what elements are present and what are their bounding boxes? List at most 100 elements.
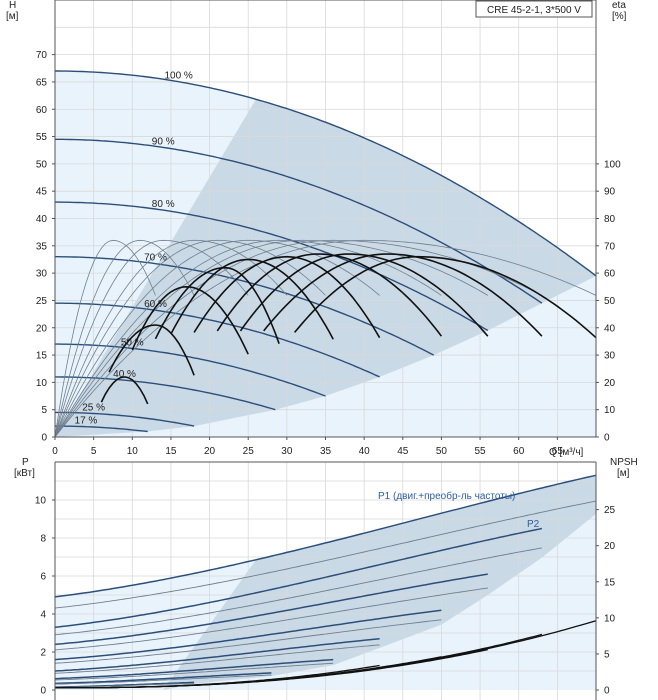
- p2-curve: [54, 662, 334, 681]
- head-tick-label: 55: [36, 132, 48, 143]
- p1-curve: [54, 527, 543, 629]
- head-tick-label: 25: [36, 296, 48, 307]
- flow-tick-label: 50: [436, 446, 448, 457]
- eta-curve-thin: [54, 239, 380, 438]
- eta-tick-label: 100: [604, 159, 621, 170]
- eta-curve-thick: [100, 376, 149, 405]
- eta-curve-thick: [131, 285, 249, 355]
- head-tick-label: 10: [36, 378, 48, 389]
- p2-curve: [54, 644, 380, 674]
- head-tick-label: 70: [36, 50, 48, 61]
- speed-label: 40 %: [113, 369, 136, 380]
- power-curves: [54, 474, 597, 688]
- p2-curve: [54, 619, 442, 664]
- npsh-tick-label: 25: [604, 505, 616, 516]
- p1-curve: [54, 672, 272, 685]
- power-y-ticks: 0 2 4 6 8 10: [35, 496, 55, 697]
- p2-curve: [54, 682, 195, 688]
- power-grid: [55, 462, 596, 700]
- npsh-tick-label: 5: [604, 649, 610, 660]
- flow-tick-label: 60: [513, 446, 525, 457]
- p1-curve: [54, 658, 334, 680]
- flow-tick-label: 65: [552, 446, 564, 457]
- eta-curve-thin: [54, 239, 195, 438]
- head-curve: [55, 302, 380, 378]
- p2-curve: [54, 547, 542, 636]
- eta-curve-thin: [54, 239, 597, 438]
- eta-tick-label: 80: [604, 214, 616, 225]
- chart-title: CRE 45-2-1, 3*500 V: [487, 5, 581, 16]
- eta-curve-thick: [293, 255, 597, 339]
- eta-curve-thin: [54, 239, 249, 438]
- head-tick-label: 35: [36, 241, 48, 252]
- p2-curve: [55, 674, 272, 685]
- npsh-tick-label: 15: [604, 577, 616, 588]
- flow-tick-label: 20: [204, 446, 216, 457]
- eta-curve-thin: [54, 239, 442, 438]
- head-curve: [55, 138, 543, 304]
- head-tick-label: 15: [36, 351, 48, 362]
- head-tick-label: 0: [41, 433, 47, 444]
- head-curve: [55, 201, 489, 332]
- flow-tick-label: 30: [281, 446, 293, 457]
- p1-curve: [54, 637, 380, 672]
- head-curve: [55, 70, 597, 277]
- title-box: [475, 0, 593, 18]
- speed-label: 25 %: [82, 402, 105, 413]
- eta-curve-thick: [263, 253, 543, 337]
- p2-series-label: P2: [527, 519, 540, 530]
- power-dark-area: [163, 475, 596, 690]
- eta-curve-thick: [154, 266, 280, 344]
- eta-tick-label: 50: [604, 296, 616, 307]
- speed-label: 17 %: [75, 416, 98, 427]
- p1-series-label: P1 (двиг.+преобр-ль частоты): [378, 490, 515, 502]
- head-curve: [55, 256, 435, 356]
- eta-curve-thick: [108, 324, 195, 376]
- head-curve: [55, 343, 326, 397]
- npsh-tick-label: 20: [604, 541, 616, 552]
- flow-tick-label: 15: [165, 446, 177, 457]
- eta-curve-thick: [216, 253, 443, 337]
- speed-label: 50 %: [121, 337, 144, 348]
- head-curve: [55, 425, 148, 433]
- flow-tick-label: 45: [397, 446, 409, 457]
- head-curves: [55, 70, 597, 433]
- npsh-curves: [55, 620, 597, 689]
- eta-curve-thick: [239, 253, 489, 337]
- flow-tick-label: 5: [91, 446, 97, 457]
- eta-axis-label: eta [%]: [612, 0, 629, 22]
- flow-axis-label: Q [м³/ч]: [549, 447, 584, 458]
- power-tick-label: 8: [40, 534, 46, 545]
- eta-tick-label: 40: [604, 323, 616, 334]
- power-tick-label: 10: [35, 496, 47, 507]
- p1-curve: [54, 573, 488, 646]
- eta-tick-label: 60: [604, 269, 616, 280]
- head-tick-label: 60: [36, 105, 48, 116]
- power-axis-label: P [кВт]: [14, 457, 35, 479]
- p2-curve: [54, 500, 597, 609]
- eta-y-ticks: 0 10 20 30 40 50 60 70 80 90 100: [596, 159, 621, 444]
- power-panel: 0 2 4 6 8 10 0 5 10 15 20 25 P [кВт] NPSH [м] P1 (…: [14, 457, 638, 700]
- p2-curve: [54, 587, 488, 651]
- speed-label: 90 %: [152, 136, 175, 147]
- eta-curve-thin: [54, 239, 489, 438]
- flow-x-ticks: 0 5 10 15 20 25 30 35 40 45 50 55 60 65: [52, 437, 563, 457]
- speed-label: 80 %: [152, 199, 175, 210]
- head-tick-label: 65: [36, 77, 48, 88]
- npsh-tick-label: 0: [604, 686, 610, 697]
- head-tick-label: 20: [36, 323, 48, 334]
- power-tick-label: 4: [40, 610, 46, 621]
- flow-tick-label: 25: [243, 446, 255, 457]
- head-tick-label: 40: [36, 214, 48, 225]
- npsh-curve: [55, 664, 380, 689]
- npsh-tick-label: 10: [604, 613, 616, 624]
- eta-tick-label: 10: [604, 405, 616, 416]
- speed-percent-labels: 100 % 90 % 80 % 70 % 60 % 50 % 40 % 25 % 17 %: [75, 71, 193, 427]
- flow-tick-label: 0: [52, 446, 58, 457]
- head-y-ticks: 0 5 10 15 20 25 30 35 40 45 50 55 60 65 70: [36, 50, 55, 444]
- eta-curve-thick: [193, 255, 381, 339]
- speed-label: 100 %: [164, 71, 192, 82]
- npsh-y-ticks: 0 5 10 15 20 25: [596, 505, 616, 697]
